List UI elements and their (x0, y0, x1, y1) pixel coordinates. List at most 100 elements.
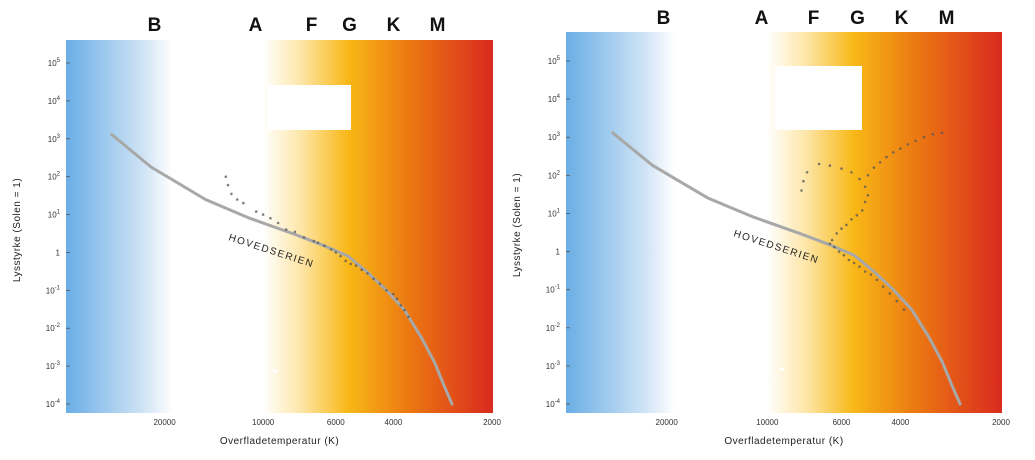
star-point (858, 177, 861, 181)
y-tick-label: 10-3 (546, 361, 561, 371)
white-dwarf-dot (780, 367, 784, 371)
spectral-class-label-g: G (342, 15, 358, 36)
star-point (931, 132, 935, 136)
star-point (840, 167, 843, 170)
spectral-class-label-m: M (939, 8, 956, 29)
star-point (861, 209, 864, 212)
spectral-class-label-k: K (895, 8, 910, 29)
star-point (802, 179, 805, 183)
star-point (830, 238, 834, 242)
y-tick-label: 102 (548, 170, 561, 180)
spectral-class-label-a: A (755, 8, 770, 29)
star-point (230, 192, 233, 196)
y-tick-label: 104 (48, 96, 61, 106)
y-tick-label: 10-2 (46, 323, 61, 333)
star-point (863, 185, 867, 189)
star-point (226, 183, 230, 187)
star-point (835, 232, 838, 235)
star-point (403, 308, 406, 312)
star-point (344, 259, 347, 263)
y-tick-label: 105 (48, 58, 61, 68)
star-point (858, 265, 861, 269)
star-point (395, 297, 399, 301)
y-tick-label: 101 (48, 210, 61, 220)
star-point (866, 194, 870, 197)
star-point (881, 285, 885, 288)
star-point (392, 292, 395, 296)
x-tick-label: 20000 (656, 418, 679, 427)
star-point (407, 315, 410, 319)
star-point (828, 164, 832, 167)
star-point (385, 289, 388, 292)
spectral-class-label-k: K (387, 15, 402, 36)
star-point (316, 241, 320, 245)
white-label-box (268, 85, 351, 130)
y-tick-label: 101 (548, 208, 561, 218)
star-point (224, 175, 228, 178)
spectral-class-label-f: F (808, 8, 821, 29)
star-point (878, 161, 882, 164)
white-dwarf-dot (273, 369, 277, 373)
star-point (885, 155, 888, 159)
x-tick-label: 4000 (891, 418, 909, 427)
star-point (922, 135, 926, 139)
star-point (847, 258, 851, 262)
star-point (914, 139, 917, 143)
star-point (366, 272, 369, 275)
star-point (323, 244, 326, 248)
star-point (902, 308, 906, 311)
y-tick-label: 1 (556, 248, 561, 257)
star-point (349, 262, 353, 266)
star-point (399, 304, 403, 307)
star-point (334, 251, 338, 254)
hr-diagram-left: B A F G K M 10-4 10-3 10-2 10-1 1 101 102 103 104 105 20… (12, 15, 501, 447)
x-tick-label: 4000 (385, 418, 403, 427)
x-axis-label: Overfladetemperatur (K) (220, 436, 339, 447)
y-tick-label: 1 (56, 248, 61, 257)
spectral-class-label-m: M (430, 15, 447, 36)
x-tick-label: 10000 (252, 418, 275, 427)
star-point (354, 264, 358, 267)
y-tick-label: 102 (48, 172, 61, 182)
x-axis-label: Overfladetemperatur (K) (724, 436, 843, 447)
y-tick-label: 10-4 (546, 399, 561, 409)
star-point (863, 270, 867, 273)
main-sequence-curve (611, 131, 962, 406)
star-point (899, 147, 902, 150)
star-point (850, 218, 853, 221)
star-point (360, 268, 364, 272)
x-tick-label: 2000 (483, 418, 501, 427)
y-tick-label: 10-2 (546, 323, 561, 333)
star-point (828, 242, 832, 246)
y-tick-label: 10-4 (46, 399, 61, 409)
star-point (895, 299, 899, 303)
star-point (840, 227, 843, 230)
star-point (842, 253, 846, 257)
y-tick-label: 104 (548, 94, 561, 104)
star-point (800, 189, 803, 192)
x-tick-label: 6000 (327, 418, 345, 427)
y-tick-label: 10-1 (546, 285, 561, 295)
y-tick-label: 103 (548, 132, 561, 142)
main-sequence-curve (110, 133, 454, 406)
star-point (293, 230, 297, 234)
star-point (235, 198, 239, 201)
spectral-class-label-f: F (306, 15, 319, 36)
star-point (339, 254, 342, 258)
y-axis-label: Lysstyrke (Solen = 1) (512, 173, 523, 277)
hr-diagram-right: B A F G K M 10-4 10-3 10-2 10-1 1 101 102 103 104 105 20… (512, 8, 1010, 447)
star-point (372, 277, 375, 281)
white-label-box (775, 66, 862, 130)
star-point (254, 210, 258, 213)
y-tick-label: 10-3 (46, 361, 61, 371)
star-point (852, 261, 856, 265)
star-point (284, 228, 288, 231)
star-point (875, 278, 879, 282)
star-point (850, 171, 853, 174)
spectral-class-label-b: B (148, 15, 163, 36)
star-point (837, 250, 841, 253)
star-point (940, 131, 944, 135)
x-tick-label: 6000 (833, 418, 851, 427)
star-point (863, 200, 867, 204)
